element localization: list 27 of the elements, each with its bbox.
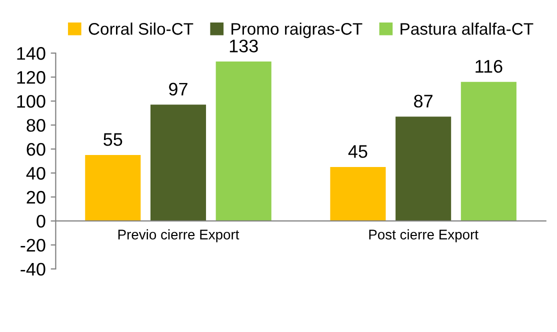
bar [150, 104, 206, 221]
x-tick-label: Post cierre Export [369, 229, 478, 242]
bar [396, 116, 452, 221]
bar [460, 82, 516, 221]
data-label: 97 [169, 82, 188, 96]
y-tick-label: 120 [17, 71, 46, 84]
x-tick-label: Previo cierre Export [118, 229, 240, 242]
data-label: 133 [230, 40, 258, 52]
data-label: 116 [476, 60, 502, 73]
legend-label: Corral Silo-CT [88, 22, 194, 35]
legend-label: Pastura alfalfa-CT [400, 22, 534, 35]
y-tick-label: 40 [26, 166, 46, 180]
y-tick-label: 20 [26, 190, 46, 204]
y-tick-label: 100 [17, 95, 46, 108]
bar [85, 155, 141, 221]
y-tick-label: 80 [26, 118, 46, 132]
y-tick-label: 0 [36, 214, 46, 228]
y-tick-label: 140 [17, 47, 46, 60]
legend-label: Promo raigras-CT [232, 22, 362, 38]
y-tick-label: -40 [20, 262, 46, 276]
y-tick-label: 60 [26, 142, 46, 156]
bar [330, 167, 386, 221]
y-tick-label: -20 [20, 238, 46, 252]
data-label: 45 [348, 145, 368, 158]
data-label: 55 [104, 133, 122, 146]
bar [216, 62, 272, 221]
data-label: 87 [414, 94, 432, 108]
